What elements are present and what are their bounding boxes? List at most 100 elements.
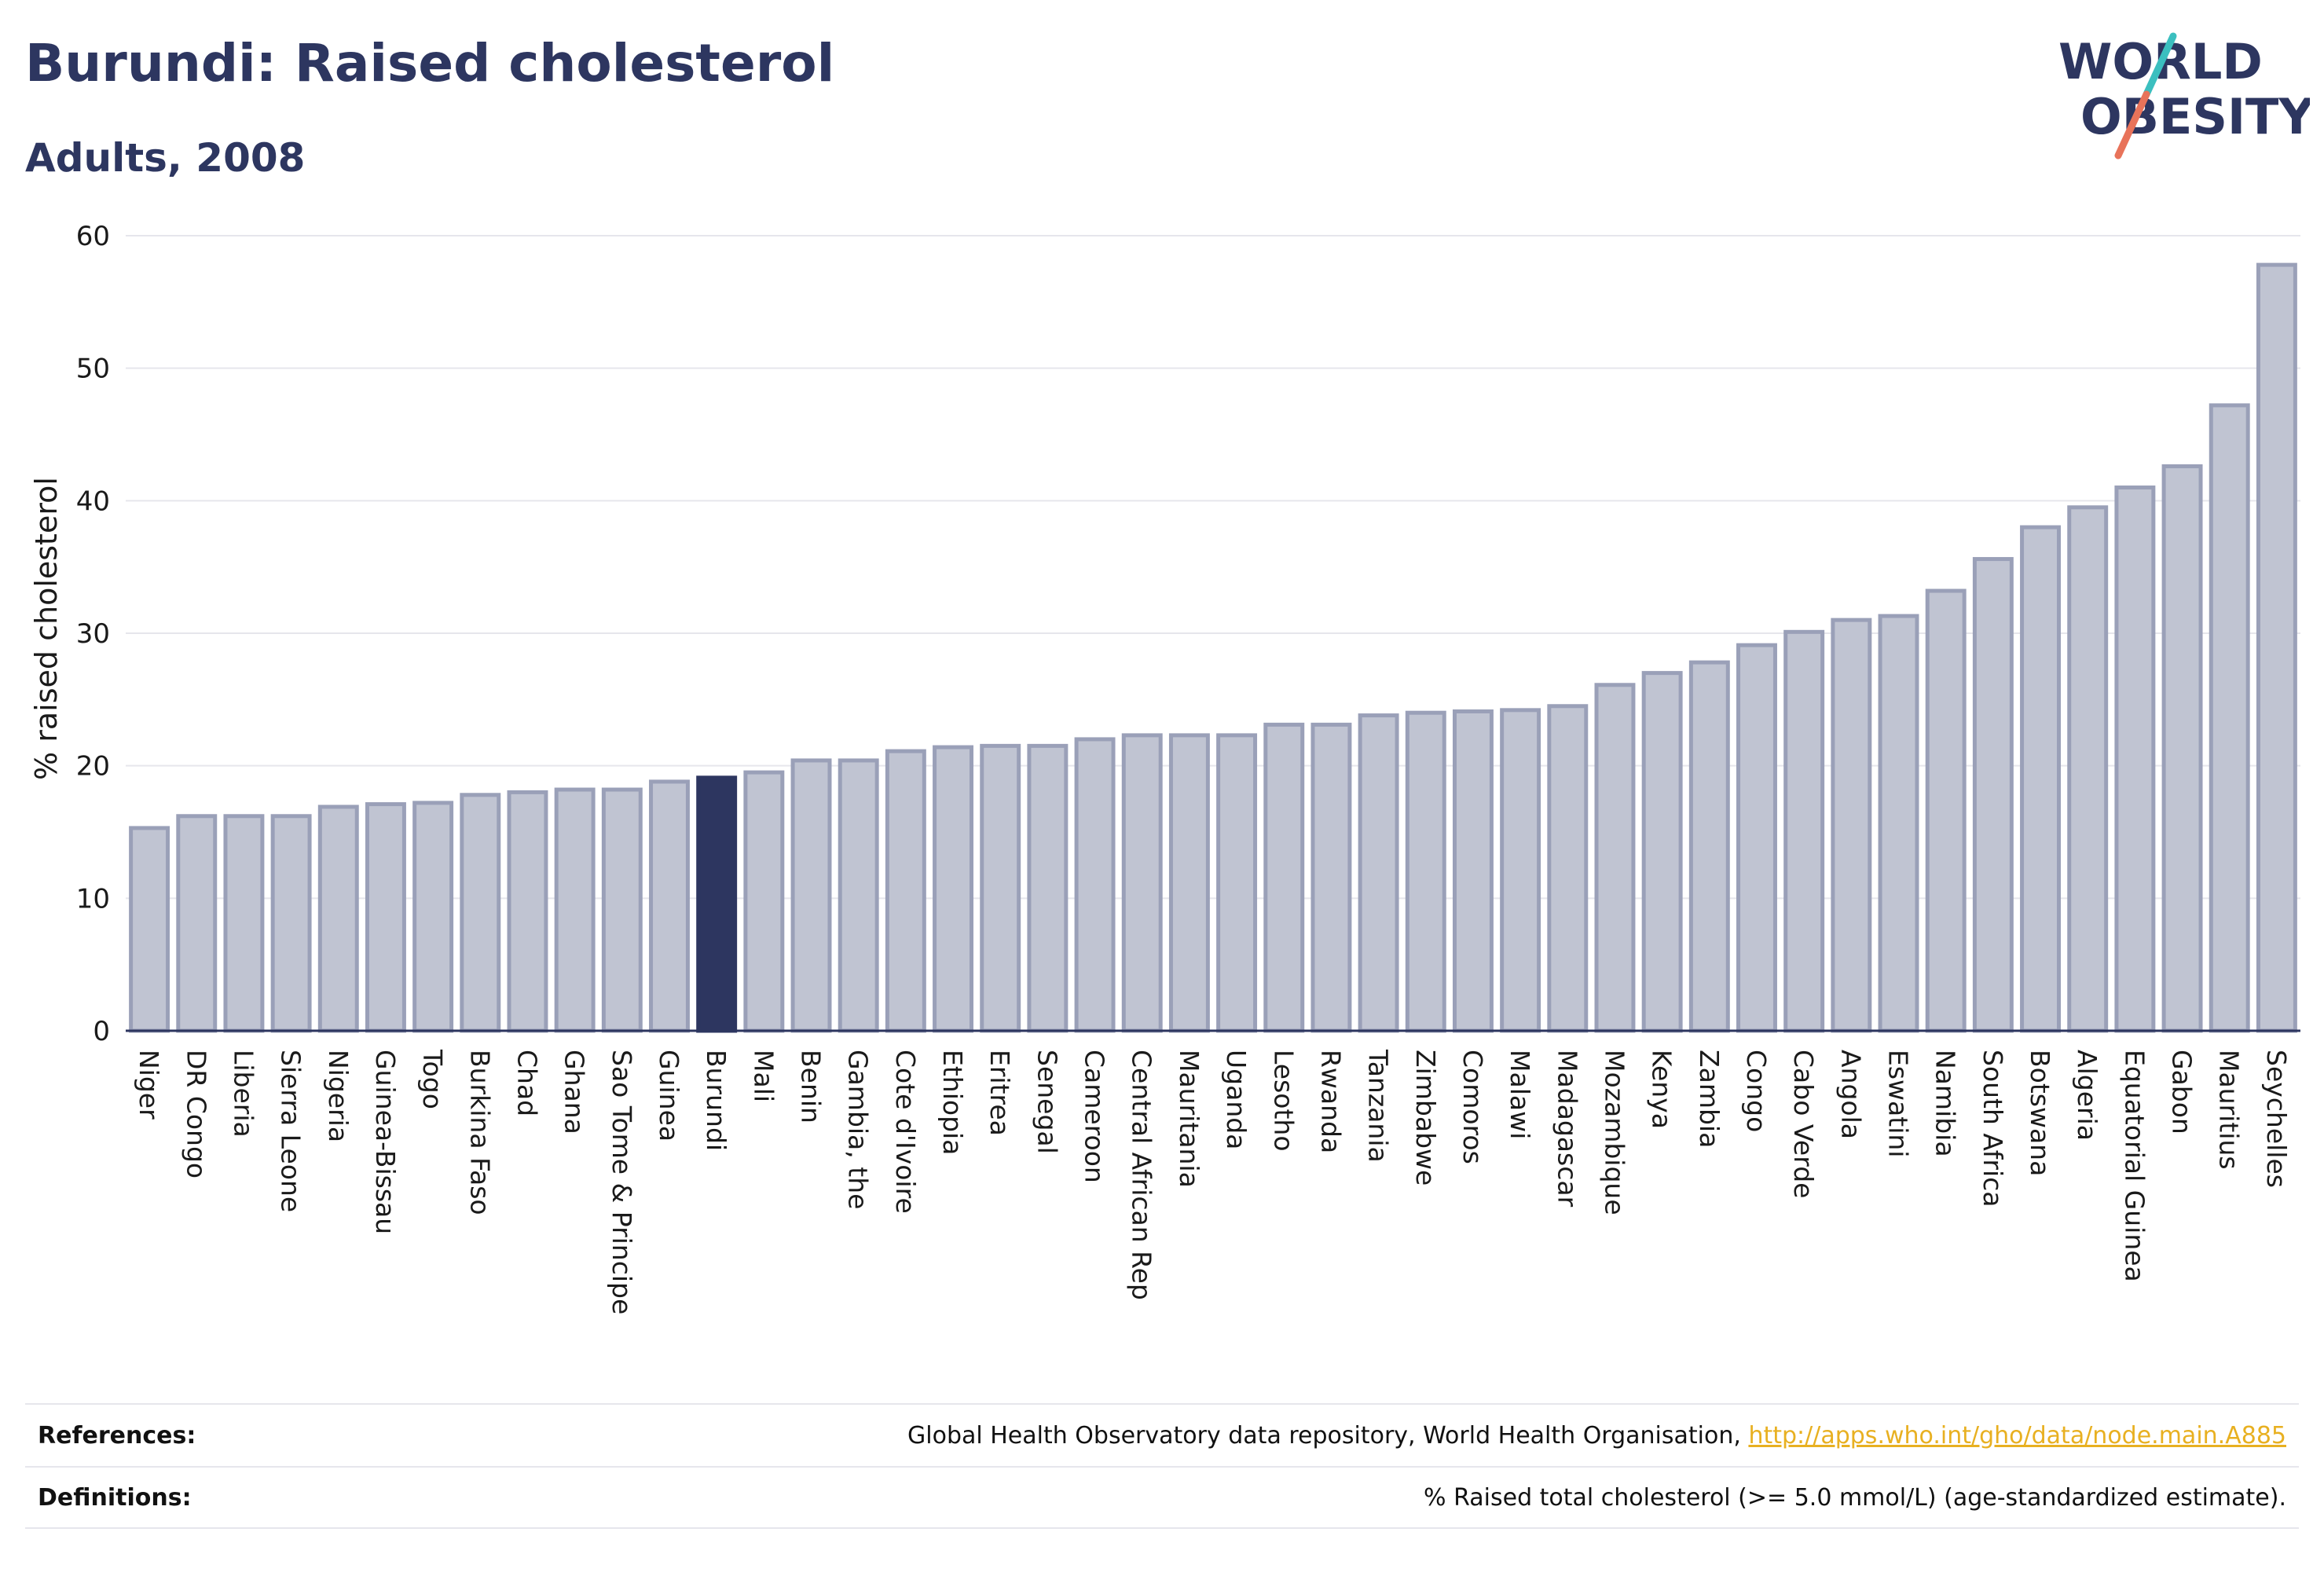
x-tick-label: Nigeria [323, 1050, 354, 1142]
bar-zambia [1688, 660, 1730, 1033]
bar-niger [129, 826, 170, 1033]
bar-eritrea [980, 743, 1021, 1033]
chart-subtitle: Adults, 2008 [25, 135, 306, 181]
bar-nigeria [317, 804, 359, 1033]
x-tick-label: Guinea [654, 1050, 684, 1142]
bar-central-african-rep [1121, 733, 1163, 1033]
bar-uganda [1216, 733, 1258, 1033]
bar-chad [507, 790, 548, 1033]
bar-gambia-the [838, 758, 879, 1033]
references-link[interactable]: http://apps.who.int/gho/data/node.main.A… [1748, 1421, 2286, 1450]
x-tick-label: Sao Tome & Principe [607, 1050, 637, 1314]
x-tick-label: Guinea-Bissau [370, 1050, 401, 1234]
x-tick-label: Angola [1835, 1050, 1866, 1139]
references-row: References: Global Health Observatory da… [25, 1403, 2299, 1466]
x-tick-label: Burkina Faso [464, 1050, 495, 1215]
bar-botswana [2020, 525, 2062, 1033]
x-tick-label: Uganda [1221, 1050, 1252, 1149]
x-tick-label: Equatorial Guinea [2119, 1050, 2150, 1282]
x-tick-label: Congo [1741, 1050, 1772, 1132]
y-tick-label: 30 [76, 618, 110, 650]
bar-south-africa [1972, 557, 2014, 1033]
bar-senegal [1027, 743, 1069, 1033]
x-tick-label: Chad [511, 1050, 542, 1116]
bar-guinea [649, 779, 690, 1033]
x-tick-label: Tanzania [1363, 1049, 1394, 1163]
bar-comoros [1452, 709, 1494, 1033]
bars [129, 262, 2297, 1033]
bar-cameroon [1074, 737, 1116, 1033]
bar-ghana [554, 787, 596, 1033]
x-tick-label: Ethiopia [937, 1050, 968, 1155]
bar-madagascar [1547, 704, 1589, 1033]
x-tick-label: Gabon [2167, 1050, 2198, 1134]
references-text: Global Health Observatory data repositor… [907, 1421, 1749, 1450]
footer: References: Global Health Observatory da… [25, 1403, 2299, 1529]
bar-lesotho [1263, 722, 1305, 1033]
x-tick-label: Lesotho [1268, 1050, 1299, 1152]
x-tick-label: Namibia [1930, 1050, 1961, 1157]
y-tick-label: 60 [76, 221, 110, 252]
logo-line2: OBESITY [2080, 88, 2310, 145]
definitions-label: Definitions: [38, 1483, 192, 1512]
bar-zimbabwe [1405, 710, 1446, 1033]
logo-slash-top [2143, 32, 2177, 98]
bar-rwanda [1310, 722, 1352, 1033]
bar-mauritius [2209, 403, 2250, 1033]
x-tick-label: Ghana [559, 1050, 590, 1134]
bar-liberia [223, 814, 265, 1033]
references-label: References: [38, 1421, 196, 1450]
bar-gabon [2161, 464, 2203, 1033]
x-tick-label: Zimbabwe [1410, 1050, 1441, 1186]
bar-seychelles [2256, 262, 2297, 1033]
x-tick-label: Mauritius [2214, 1050, 2245, 1170]
y-tick-label: 10 [76, 883, 110, 914]
bar-chart: 0 10 20 30 40 50 60 Niger DR Congo Liberia Sierra … [29, 221, 2300, 1314]
x-tick-label: Madagascar [1552, 1050, 1582, 1208]
x-tick-label: Seychelles [2261, 1050, 2292, 1188]
bar-mauritania [1168, 733, 1210, 1033]
bar-guinea-bissau [365, 802, 406, 1033]
bar-namibia [1925, 588, 1967, 1033]
axes: 0 10 20 30 40 50 60 Niger DR Congo Liberia Sierra … [76, 221, 2300, 1314]
bar-congo [1736, 643, 1777, 1033]
bar-mali [743, 770, 785, 1033]
x-tick-label: DR Congo [181, 1050, 211, 1178]
bar-sao-tome-principe [601, 787, 643, 1033]
bar-benin [790, 758, 832, 1033]
bar-equatorial-guinea [2114, 485, 2156, 1033]
world-obesity-logo: WORLD OBESITY [2058, 32, 2310, 159]
y-tick-label: 20 [76, 751, 110, 783]
x-tick-label: Zambia [1694, 1050, 1725, 1148]
bar-ethiopia [933, 745, 974, 1033]
y-axis-label: % raised cholesterol [29, 477, 64, 780]
x-tick-label: Cameroon [1080, 1050, 1110, 1183]
x-tick-label: Botswana [2025, 1050, 2055, 1176]
x-tick-label: Mali [748, 1050, 779, 1102]
bar-dr-congo [176, 814, 218, 1033]
definitions-text: % Raised total cholesterol (>= 5.0 mmol/… [1424, 1483, 2286, 1512]
x-tick-label: Senegal [1032, 1050, 1062, 1154]
x-tick-label: Malawi [1505, 1050, 1535, 1139]
x-tick-label: Liberia [228, 1050, 258, 1138]
bar-burundi [696, 775, 738, 1033]
x-tick-label: Rwanda [1315, 1050, 1346, 1153]
bar-burkina-faso [460, 793, 501, 1033]
bar-cote-d-ivoire [885, 749, 926, 1033]
x-tick-label: Cote d'Ivoire [890, 1050, 921, 1214]
x-tick-label: Cabo Verde [1788, 1050, 1819, 1198]
x-tick-label: Niger [134, 1050, 164, 1120]
definitions-row: Definitions: % Raised total cholesterol … [25, 1466, 2299, 1529]
bar-angola [1831, 618, 1872, 1033]
x-tick-label: Burundi [701, 1050, 731, 1151]
x-tick-label: Algeria [2072, 1050, 2102, 1141]
x-tick-label: Comoros [1457, 1050, 1488, 1164]
x-tick-label: Togo [417, 1049, 448, 1109]
x-tick-label: South Africa [1978, 1050, 2008, 1208]
y-tick-label: 40 [76, 486, 110, 517]
x-tick-label: Benin [796, 1050, 827, 1123]
x-tick-label: Gambia, the [843, 1050, 874, 1209]
y-tick-label: 50 [76, 354, 110, 385]
x-tick-label: Eritrea [984, 1050, 1015, 1136]
x-tick-label: Central African Rep [1127, 1050, 1157, 1300]
